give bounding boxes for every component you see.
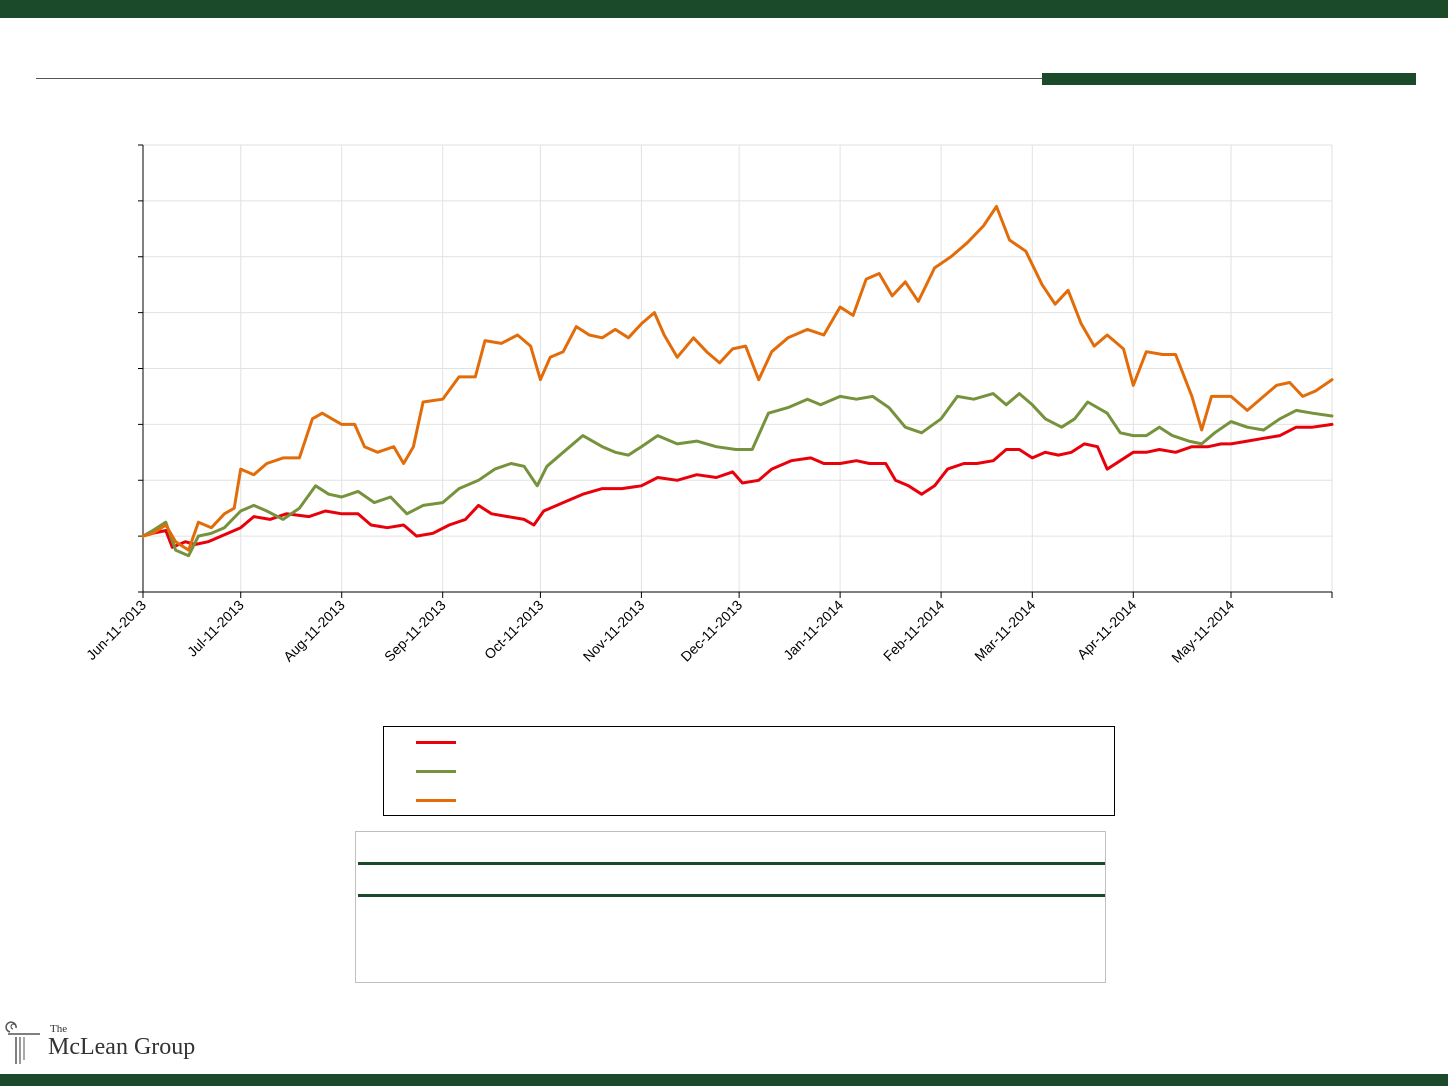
series-line-3 — [141, 205, 1334, 552]
x-tick-label: Feb-11-2014 — [880, 597, 947, 664]
x-tick-label: Nov-11-2013 — [580, 597, 648, 665]
summary-divider-rule — [358, 894, 1105, 897]
x-tick-label: Jul-11-2013 — [184, 597, 247, 660]
x-tick-label: Mar-11-2014 — [971, 597, 1038, 664]
chart-legend — [383, 726, 1115, 816]
legend-swatch-series-1 — [416, 741, 456, 744]
bottom-banner-bar — [0, 1074, 1448, 1086]
x-tick-label: Aug-11-2013 — [280, 597, 348, 665]
x-tick-label: Sep-11-2013 — [381, 597, 449, 665]
x-tick-label: Dec-11-2013 — [677, 597, 745, 665]
chart-series — [141, 205, 1334, 558]
top-banner-bar — [0, 0, 1448, 18]
x-tick-label: Apr-11-2014 — [1074, 597, 1140, 663]
mclean-group-logo: The McLean Group — [4, 1020, 224, 1068]
x-tick-label: Oct-11-2013 — [481, 597, 547, 663]
x-tick-label: Jan-11-2014 — [780, 597, 846, 663]
legend-swatch-series-3 — [416, 799, 456, 802]
legend-swatch-series-2 — [416, 770, 456, 773]
column-scroll-icon — [5, 1021, 40, 1064]
series-line-2 — [141, 392, 1334, 558]
header-rule — [36, 78, 1042, 79]
logo-company-name: McLean Group — [48, 1034, 196, 1060]
summary-table — [355, 831, 1106, 983]
x-tick-labels: Jun-11-2013 Jul-11-2013 Aug-11-2013 Sep-11-… — [83, 597, 1237, 666]
logo-the-text: The — [50, 1023, 68, 1035]
line-chart: Jun-11-2013 Jul-11-2013 Aug-11-2013 Sep-11-… — [83, 144, 1334, 666]
chart-axes — [138, 144, 1333, 598]
x-tick-label: Jun-11-2013 — [83, 597, 149, 663]
x-tick-label: May-11-2014 — [1168, 597, 1237, 666]
series-line-1 — [141, 422, 1334, 549]
chart-grid — [143, 144, 1333, 592]
summary-header-rule — [358, 862, 1105, 865]
header-accent-bar — [1042, 73, 1416, 85]
